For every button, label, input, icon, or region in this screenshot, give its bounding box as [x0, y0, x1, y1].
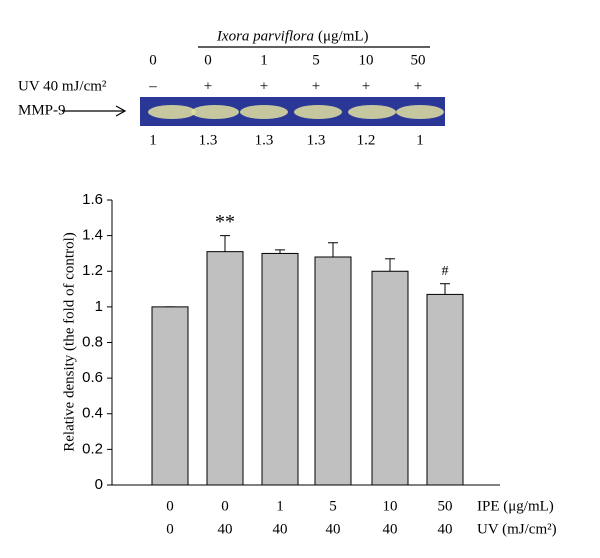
y-tick-label: 0.4 [82, 405, 103, 422]
lane-uv: + [204, 78, 212, 94]
band-density: 1.3 [307, 132, 326, 148]
x-tick-label: 40 [383, 521, 398, 537]
lane-concentration: 10 [359, 52, 374, 68]
x-tick-label: 5 [329, 498, 337, 514]
bar [314, 256, 352, 486]
gel-band [240, 105, 288, 119]
x-tick-label: 0 [221, 498, 229, 514]
band-label: MMP-9 [18, 102, 66, 118]
x-tick-label: 40 [326, 521, 341, 537]
y-axis-label: Relative density (the fold of control) [61, 232, 77, 452]
y-tick-label: 0 [95, 476, 103, 493]
lane-concentration: 1 [260, 52, 268, 68]
band-density: 1.3 [199, 132, 218, 148]
lane-uv: + [362, 78, 370, 94]
extract-name: Ixora parviflora [216, 28, 314, 44]
band-density: 1.2 [357, 132, 376, 148]
bar [151, 306, 189, 486]
y-tick-label: 1.2 [82, 262, 103, 279]
gel-band [348, 105, 396, 119]
x-tick-label: 40 [273, 521, 288, 537]
x-tick-label: 40 [438, 521, 453, 537]
y-tick-label: 0.2 [82, 440, 103, 457]
significance-mark: # [442, 264, 449, 279]
y-tick-label: 0.8 [82, 333, 103, 350]
lane-uv: + [260, 78, 268, 94]
uv-label: UV 40 mJ/cm² [18, 78, 107, 94]
lane-uv: + [414, 78, 422, 94]
bar [426, 293, 464, 486]
gel-band [294, 105, 342, 119]
lane-concentration: 50 [411, 52, 426, 68]
x-tick-label: 50 [438, 498, 453, 514]
band-density: 1 [149, 132, 157, 148]
arrow-head [115, 105, 127, 117]
x-row-name: IPE (μg/mL) [477, 498, 554, 514]
band-density: 1.3 [255, 132, 274, 148]
lane-concentration: 0 [149, 52, 157, 68]
extract-unit: (μg/mL) [318, 28, 369, 44]
lane-uv: – [148, 78, 157, 94]
y-tick-label: 1.4 [82, 227, 103, 244]
lane-concentration: 0 [204, 52, 212, 68]
bar [206, 251, 244, 486]
band-density: 1 [416, 132, 424, 148]
x-row-name: UV (mJ/cm²) [477, 521, 557, 537]
x-tick-label: 1 [276, 498, 284, 514]
gel-band [191, 105, 239, 119]
x-tick-label: 0 [166, 521, 174, 537]
y-tick-label: 0.6 [82, 369, 103, 386]
significance-mark: ** [215, 211, 235, 233]
bar [261, 252, 299, 486]
lane-concentration: 5 [312, 52, 320, 68]
y-tick-label: 1 [95, 298, 103, 315]
y-tick-label: 1.6 [82, 191, 103, 208]
x-tick-label: 40 [218, 521, 233, 537]
x-tick-label: 0 [166, 498, 174, 514]
gel-band [148, 105, 196, 119]
gel-band [396, 105, 444, 119]
x-tick-label: 10 [383, 498, 398, 514]
bar [371, 270, 409, 486]
lane-uv: + [312, 78, 320, 94]
